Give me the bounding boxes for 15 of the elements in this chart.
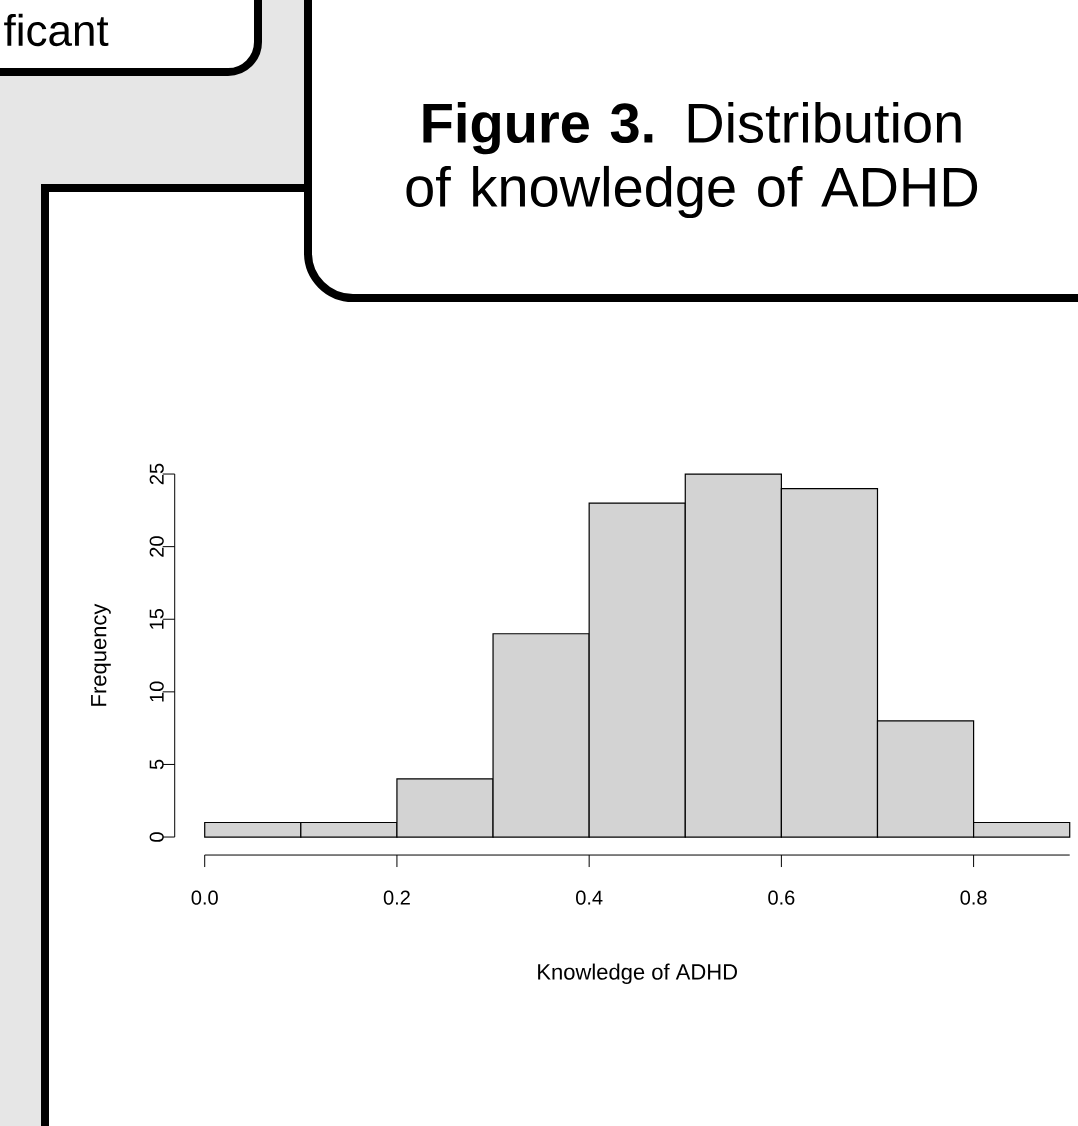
x-tick-label: 0.0 [191,890,218,905]
y-tick-label: 0 [149,832,164,842]
chart-title: Figure 3. Distribution of knowledge of ADHD [406,101,978,219]
x-tick-label: 0.2 [383,890,410,905]
x-axis-title: Knowledge of ADHD [538,963,737,985]
y-tick-label: 10 [149,681,164,702]
y-tick-label: 25 [149,463,164,485]
text: ficant [4,13,109,47]
y-tick-label: 20 [149,536,164,557]
y-axis-title: Frequency [91,603,111,706]
x-tick-label: 0.6 [768,890,795,905]
x-tick-label: 0.4 [576,890,603,905]
y-tick-label: 15 [149,608,164,629]
y-tick-label: 5 [149,759,164,770]
x-tick-label: 0.8 [960,890,987,905]
